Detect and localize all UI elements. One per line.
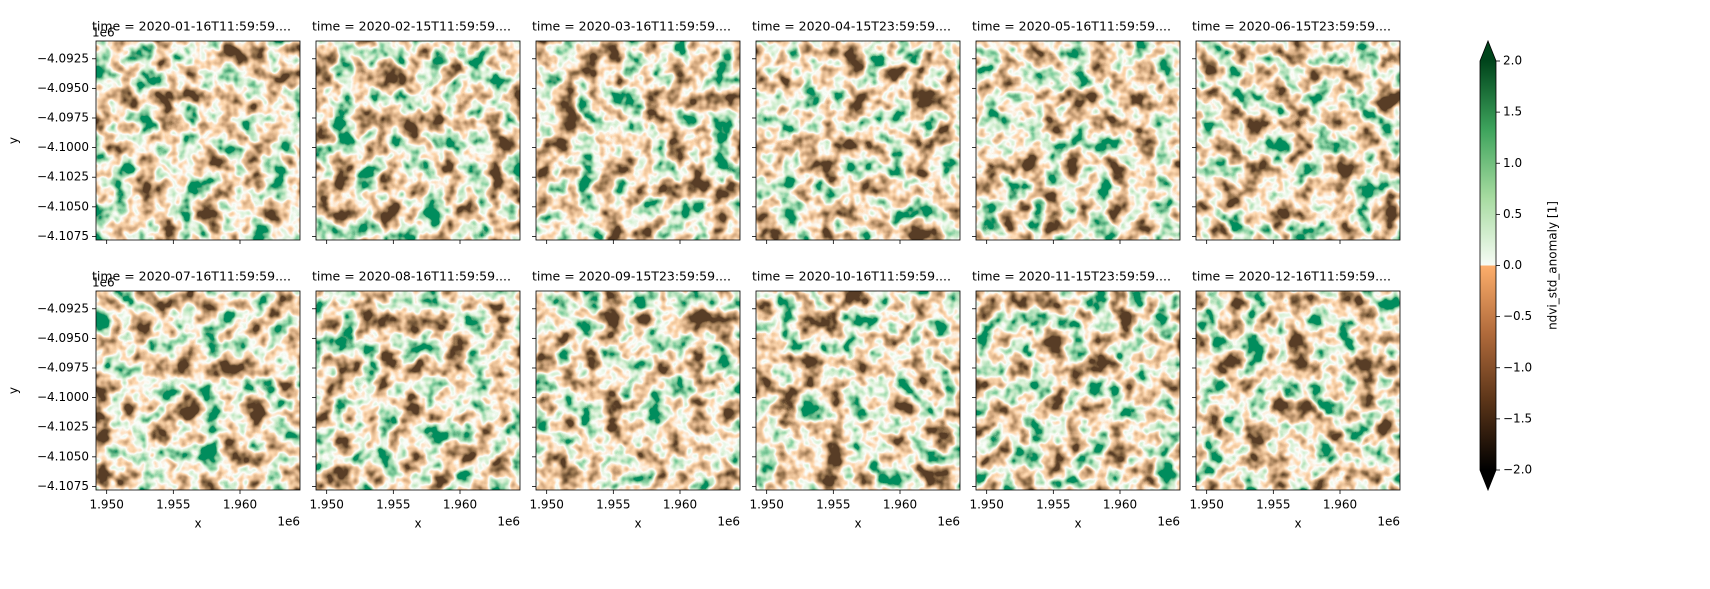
colorbar-tick-label: −1.0: [1503, 360, 1532, 374]
y-tick-label: −4.0925: [37, 51, 89, 65]
x-tick-label: 1.960: [883, 498, 917, 512]
axes-frame: [1195, 290, 1401, 491]
y-tick-label: −4.1075: [37, 229, 89, 243]
y-tick-label: −4.1050: [37, 449, 89, 463]
y-tick-label: −4.1025: [37, 170, 89, 184]
raster-image: [536, 41, 740, 240]
raster-image: [756, 41, 960, 240]
y-axis-label: y: [7, 137, 21, 144]
panel-title: time = 2020-03-16T11:59:59....: [532, 19, 731, 34]
axes-frame: [315, 40, 521, 241]
raster-image: [536, 291, 740, 490]
x-tick-label: 1.960: [663, 498, 697, 512]
panel-title: time = 2020-07-16T11:59:59....: [92, 269, 291, 284]
y-tick-label: −4.0925: [37, 301, 89, 315]
colorbar-tick-label: 0.0: [1503, 258, 1522, 272]
x-axis-label: x: [1294, 517, 1301, 531]
axes-frame: [975, 290, 1181, 491]
panel-title: time = 2020-08-16T11:59:59....: [312, 269, 511, 284]
colorbar-tick-label: −0.5: [1503, 309, 1532, 323]
panel-title: time = 2020-06-15T23:59:59....: [1192, 19, 1391, 34]
axes-frame: [755, 40, 961, 241]
axes-frame: [95, 40, 301, 241]
y-tick-label: −4.0975: [37, 360, 89, 374]
x-tick-label: 1.950: [1189, 498, 1223, 512]
x-tick-label: 1.950: [529, 498, 563, 512]
x-offset-label: 1e6: [277, 515, 300, 529]
raster-image: [96, 291, 300, 490]
y-tick-label: −4.0950: [37, 331, 89, 345]
panel-title: time = 2020-09-15T23:59:59....: [532, 269, 731, 284]
colorbar-tick-label: −2.0: [1503, 463, 1532, 477]
y-tick-label: −4.1000: [37, 390, 89, 404]
x-axis-label: x: [414, 517, 421, 531]
x-offset-label: 1e6: [497, 515, 520, 529]
colorbar-label: ndvi_std_anomaly [1]: [1546, 201, 1560, 330]
x-offset-label: 1e6: [1377, 515, 1400, 529]
x-tick-label: 1.955: [816, 498, 850, 512]
panel-title: time = 2020-05-16T11:59:59....: [972, 19, 1171, 34]
x-tick-label: 1.950: [969, 498, 1003, 512]
x-offset-label: 1e6: [1157, 515, 1180, 529]
raster-image: [96, 41, 300, 240]
axes-frame: [1195, 40, 1401, 241]
x-tick-label: 1.960: [443, 498, 477, 512]
x-tick-label: 1.955: [1256, 498, 1290, 512]
panel-title: time = 2020-01-16T11:59:59....: [92, 19, 291, 34]
raster-image: [976, 41, 1180, 240]
x-tick-label: 1.955: [156, 498, 190, 512]
panel-title: time = 2020-12-16T11:59:59....: [1192, 269, 1391, 284]
x-tick-label: 1.955: [1036, 498, 1070, 512]
panel-title: time = 2020-02-15T11:59:59....: [312, 19, 511, 34]
axes-frame: [755, 290, 961, 491]
x-tick-label: 1.950: [749, 498, 783, 512]
x-tick-label: 1.960: [1103, 498, 1137, 512]
panel-title: time = 2020-10-16T11:59:59....: [752, 269, 951, 284]
x-offset-label: 1e6: [717, 515, 740, 529]
colorbar-tick-label: 1.0: [1503, 156, 1522, 170]
colorbar-extend-top: [1480, 41, 1496, 61]
raster-image: [1196, 41, 1400, 240]
colorbar-tick-label: −1.5: [1503, 411, 1532, 425]
colorbar-tick-label: 1.5: [1503, 105, 1522, 119]
x-tick-label: 1.960: [1323, 498, 1357, 512]
x-tick-label: 1.955: [596, 498, 630, 512]
panel-title: time = 2020-04-15T23:59:59....: [752, 19, 951, 34]
colorbar-tick-label: 2.0: [1503, 54, 1522, 68]
x-tick-label: 1.950: [89, 498, 123, 512]
panel-title: time = 2020-11-15T23:59:59....: [972, 269, 1171, 284]
colorbar-extend-bottom: [1480, 470, 1496, 490]
axes-frame: [315, 290, 521, 491]
y-tick-label: −4.0975: [37, 110, 89, 124]
x-tick-label: 1.955: [376, 498, 410, 512]
x-tick-label: 1.960: [223, 498, 257, 512]
x-offset-label: 1e6: [937, 515, 960, 529]
y-axis-label: y: [7, 387, 21, 394]
y-tick-label: −4.1025: [37, 420, 89, 434]
x-axis-label: x: [634, 517, 641, 531]
raster-image: [1196, 291, 1400, 490]
colorbar-below: [1480, 265, 1496, 470]
raster-image: [976, 291, 1180, 490]
y-tick-label: −4.1075: [37, 479, 89, 493]
y-offset-label: 1e6: [92, 276, 115, 290]
axes-frame: [975, 40, 1181, 241]
x-axis-label: x: [1074, 517, 1081, 531]
y-tick-label: −4.0950: [37, 81, 89, 95]
x-tick-label: 1.950: [309, 498, 343, 512]
axes-frame: [535, 290, 741, 491]
colorbar-tick-label: 0.5: [1503, 207, 1522, 221]
axes-frame: [535, 40, 741, 241]
raster-image: [316, 41, 520, 240]
y-tick-label: −4.1050: [37, 199, 89, 213]
y-offset-label: 1e6: [92, 26, 115, 40]
raster-image: [316, 291, 520, 490]
x-axis-label: x: [854, 517, 861, 531]
axes-frame: [95, 290, 301, 491]
raster-image: [756, 291, 960, 490]
x-axis-label: x: [194, 517, 201, 531]
colorbar-above: [1480, 61, 1496, 266]
y-tick-label: −4.1000: [37, 140, 89, 154]
